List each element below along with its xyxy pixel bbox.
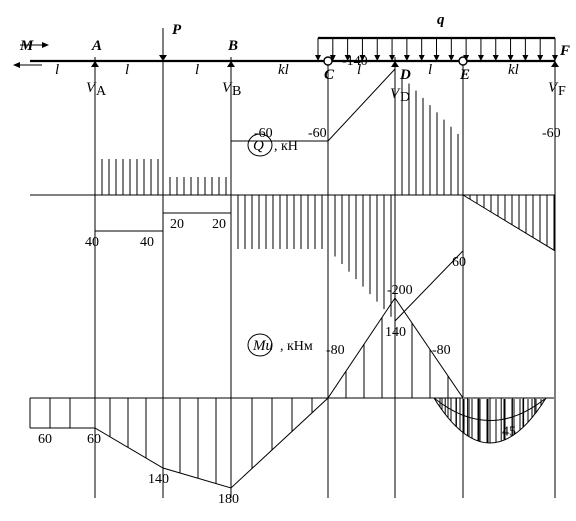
svg-text:Mи: Mи bbox=[252, 338, 273, 354]
svg-text:A: A bbox=[96, 84, 107, 99]
svg-text:180: 180 bbox=[218, 492, 239, 507]
svg-text:P: P bbox=[172, 22, 182, 38]
svg-text:40: 40 bbox=[85, 235, 99, 250]
svg-text:60: 60 bbox=[87, 432, 101, 447]
svg-text:l: l bbox=[125, 62, 129, 78]
svg-text:kl: kl bbox=[508, 62, 519, 78]
svg-text:A: A bbox=[91, 38, 102, 54]
svg-text:60: 60 bbox=[38, 432, 52, 447]
svg-text:-80: -80 bbox=[432, 343, 451, 358]
svg-text:140: 140 bbox=[148, 472, 169, 487]
svg-text:20: 20 bbox=[212, 217, 226, 232]
svg-text:D: D bbox=[399, 67, 411, 83]
svg-text:l: l bbox=[55, 62, 59, 78]
svg-text:45: 45 bbox=[502, 425, 516, 440]
svg-text:E: E bbox=[459, 67, 470, 83]
svg-text:C: C bbox=[324, 67, 335, 83]
svg-text:-60: -60 bbox=[254, 126, 273, 141]
svg-text:-60: -60 bbox=[308, 126, 327, 141]
svg-text:-60: -60 bbox=[542, 126, 561, 141]
beam-diagram: lllklllklMABPCDEFqVAVBVDVFQ, кНMи, кНм40… bbox=[0, 0, 576, 521]
svg-text:20: 20 bbox=[170, 217, 184, 232]
svg-text:F: F bbox=[559, 43, 570, 59]
svg-text:kl: kl bbox=[278, 62, 289, 78]
svg-text:-200: -200 bbox=[387, 283, 413, 298]
svg-text:60: 60 bbox=[452, 255, 466, 270]
svg-text:q: q bbox=[437, 12, 445, 28]
svg-text:B: B bbox=[232, 84, 241, 99]
svg-text:l: l bbox=[195, 62, 199, 78]
svg-text:B: B bbox=[227, 38, 238, 54]
svg-text:, кНм: , кНм bbox=[280, 339, 313, 354]
svg-text:-80: -80 bbox=[326, 343, 345, 358]
svg-text:l: l bbox=[428, 62, 432, 78]
svg-text:-140: -140 bbox=[342, 54, 368, 69]
svg-text:F: F bbox=[558, 84, 566, 99]
svg-text:40: 40 bbox=[140, 235, 154, 250]
svg-text:M: M bbox=[19, 38, 34, 54]
